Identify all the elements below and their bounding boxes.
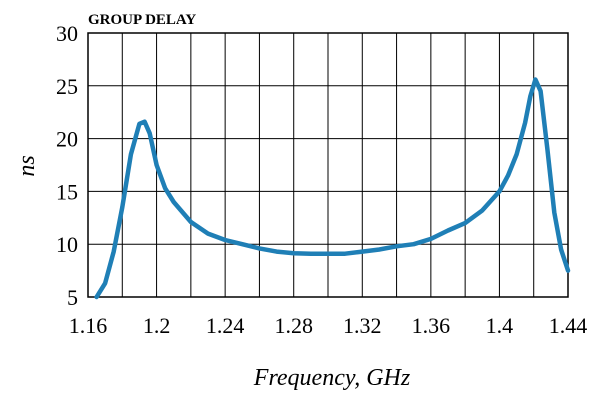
y-tick-label: 30 <box>56 21 78 46</box>
y-tick-label: 10 <box>56 232 78 257</box>
plot-frame <box>87 32 569 298</box>
x-tick-label: 1.24 <box>206 313 245 338</box>
grid <box>87 32 569 298</box>
x-tick-label: 1.36 <box>412 313 451 338</box>
series-line <box>94 77 571 300</box>
x-axis-label: Frequency, GHz <box>253 365 411 391</box>
chart-title: GROUP DELAY <box>88 12 196 28</box>
y-tick-label: 25 <box>56 74 78 99</box>
x-tick-label: 1.2 <box>143 313 171 338</box>
y-tick-label: 20 <box>56 127 78 152</box>
x-tick-labels: 1.16 1.2 1.24 1.28 1.32 1.36 1.4 1.44 <box>69 313 588 338</box>
x-tick-label: 1.4 <box>486 313 514 338</box>
series-layer <box>94 77 571 300</box>
x-tick-label: 1.32 <box>343 313 382 338</box>
x-tick-label: 1.44 <box>549 313 588 338</box>
x-tick-label: 1.28 <box>274 313 313 338</box>
y-tick-labels: 5 10 15 20 25 30 <box>56 21 78 310</box>
x-tick-label: 1.16 <box>69 313 108 338</box>
y-tick-label: 15 <box>56 179 78 204</box>
y-tick-label: 5 <box>67 285 78 310</box>
y-axis-label: ns <box>14 155 40 176</box>
